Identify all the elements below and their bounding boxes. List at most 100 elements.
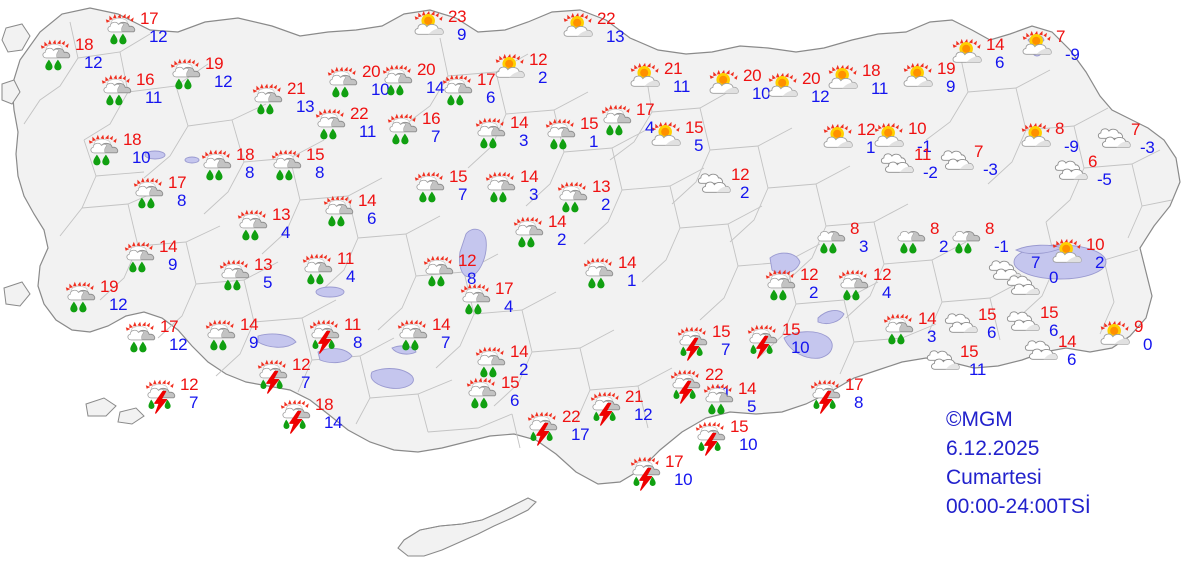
temperature-max: 20 xyxy=(802,69,821,88)
sun-behind-cloud-with-thunderstorm-icon xyxy=(309,319,340,354)
sun-behind-cloud-with-thunderstorm-icon xyxy=(257,359,288,394)
station-marker: 17 4 xyxy=(596,101,662,143)
sun-behind-cloud-with-rain-icon xyxy=(65,281,96,313)
station-temperatures: 15 11 xyxy=(960,343,1000,378)
temperature-max: 7 xyxy=(1056,27,1066,46)
temperature-min: 10 xyxy=(371,80,390,99)
station-marker: 13 2 xyxy=(552,178,618,220)
temperature-min: 9 xyxy=(946,77,956,96)
temperature-max: 18 xyxy=(75,35,94,54)
sun-behind-cloud-icon xyxy=(823,123,853,148)
temperature-min: 10 xyxy=(739,435,758,454)
station-temperatures: 16 7 xyxy=(422,110,462,145)
station-temperatures: 12 4 xyxy=(873,266,913,301)
sun-behind-cloud-with-rain-icon xyxy=(237,209,268,241)
station-temperatures: 14 1 xyxy=(618,254,658,289)
station-temperatures: 15 7 xyxy=(449,168,489,203)
sun-behind-cloud-with-rain-icon xyxy=(327,66,358,98)
station-marker: 17 12 xyxy=(120,318,188,360)
temperature-min: 12 xyxy=(634,405,653,424)
station-temperatures: 15 6 xyxy=(978,306,1018,341)
sun-behind-cloud-with-thunderstorm-icon xyxy=(677,326,708,361)
station-temperatures: 14 6 xyxy=(1058,333,1098,368)
station-temperatures: 20 10 xyxy=(743,67,783,102)
station-marker: 12 4 xyxy=(833,266,899,308)
sun-behind-cloud-with-thunderstorm-icon xyxy=(747,324,778,359)
temperature-min: 6 xyxy=(486,88,496,107)
temperature-min: 12 xyxy=(811,87,830,106)
temperature-max: 17 xyxy=(168,173,187,192)
temperature-max: 12 xyxy=(292,355,311,374)
station-temperatures: 21 13 xyxy=(287,80,327,115)
station-temperatures: 15 10 xyxy=(782,321,822,356)
temperature-min: 10 xyxy=(132,148,151,167)
station-temperatures: 14 9 xyxy=(159,238,199,273)
sun-behind-cloud-icon xyxy=(495,53,525,78)
temperature-min: 11 xyxy=(969,360,987,379)
temperature-max: 15 xyxy=(782,320,801,339)
temperature-min: 17 xyxy=(571,425,590,444)
station-temperatures: 12 1 xyxy=(857,121,897,156)
station-marker: 8 -9 xyxy=(1015,120,1081,162)
temperature-max: 14 xyxy=(618,253,637,272)
temperature-min: 2 xyxy=(1095,253,1105,272)
temperature-max: 15 xyxy=(978,305,997,324)
sun-behind-cloud-with-thunderstorm-icon xyxy=(145,379,176,414)
station-marker: 12 7 xyxy=(140,376,206,418)
temperature-min: 13 xyxy=(296,97,315,116)
temperature-max: 10 xyxy=(1086,235,1105,254)
temperature-max: 14 xyxy=(738,379,757,398)
station-marker: 7 -3 xyxy=(1091,121,1157,163)
temperature-max: 23 xyxy=(448,7,467,26)
station-marker: 18 12 xyxy=(35,36,103,78)
station-marker: 20 10 xyxy=(322,63,390,105)
station-marker: 11 -2 xyxy=(874,146,940,188)
station-marker: 14 3 xyxy=(470,114,536,156)
station-marker: 15 6 xyxy=(938,306,1004,348)
temperature-max: 17 xyxy=(495,279,514,298)
temperature-max: 13 xyxy=(254,255,273,274)
sun-behind-cloud-with-rain-icon xyxy=(101,74,132,106)
cloudy-icon xyxy=(697,173,731,193)
temperature-min: 4 xyxy=(281,223,291,242)
province-boundaries xyxy=(23,21,1173,449)
temperature-max: 8 xyxy=(1055,119,1065,138)
temperature-max: 18 xyxy=(236,145,255,164)
temperature-min: 11 xyxy=(359,122,377,141)
temperature-max: 14 xyxy=(548,212,567,231)
station-temperatures: 17 8 xyxy=(168,174,208,209)
temperature-min: 0 xyxy=(1143,335,1153,354)
station-marker: 13 4 xyxy=(232,206,298,248)
sun-behind-cloud-with-rain-icon xyxy=(302,253,333,285)
station-marker: 15 6 xyxy=(461,374,527,416)
station-temperatures: 15 1 xyxy=(580,115,620,150)
temperature-min: 11 xyxy=(673,77,691,96)
temperature-max: 14 xyxy=(510,342,529,361)
station-temperatures: 11 4 xyxy=(337,250,377,285)
station-marker: 11 4 xyxy=(297,250,363,292)
sun-behind-cloud-with-thunderstorm-icon xyxy=(810,379,841,414)
station-temperatures: 18 12 xyxy=(75,36,115,71)
station-marker: 17 12 xyxy=(100,10,168,52)
cloud-with-rain-icon xyxy=(897,231,926,254)
station-temperatures: 12 7 xyxy=(292,356,332,391)
sun-behind-cloud-icon xyxy=(1021,122,1051,147)
cloud-with-rain-icon xyxy=(952,231,981,254)
temperature-min: 14 xyxy=(426,78,445,97)
temperature-min: 9 xyxy=(168,255,178,274)
sun-behind-cloud-with-rain-icon xyxy=(397,319,428,351)
temperature-min: 8 xyxy=(353,333,363,352)
temperature-min: -5 xyxy=(1097,170,1112,189)
aegean-islands xyxy=(1,23,145,425)
sun-behind-cloud-with-rain-icon xyxy=(382,64,413,96)
station-temperatures: 15 6 xyxy=(501,374,541,409)
temperature-max: 14 xyxy=(520,167,539,186)
cloudy-icon xyxy=(944,313,978,333)
temperature-min: 7 xyxy=(431,127,441,146)
temperature-min: 3 xyxy=(859,237,869,256)
cloudy-icon xyxy=(880,153,914,173)
temperature-min: -3 xyxy=(1140,138,1155,157)
station-marker: 22 17 xyxy=(522,408,590,450)
